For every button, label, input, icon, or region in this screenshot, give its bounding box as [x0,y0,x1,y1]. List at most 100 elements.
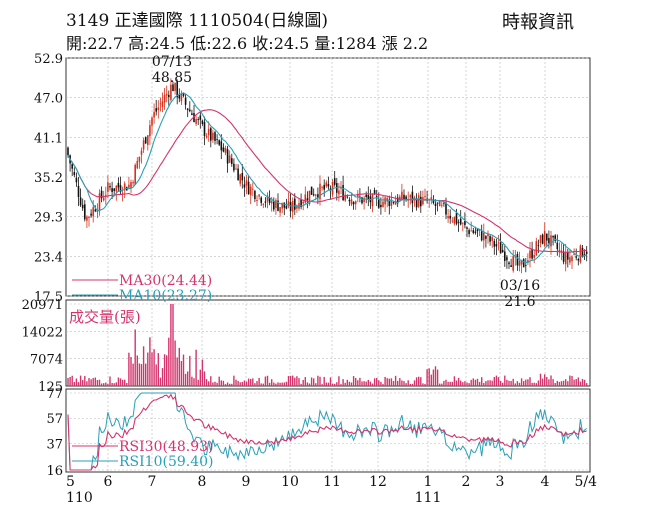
candle-body [422,197,424,205]
candle-body [571,256,573,262]
volume-bar [550,375,552,386]
candle-body [357,193,359,198]
candle-body [147,135,149,145]
volume-bar [577,377,579,386]
annotation-date: 03/16 [500,278,540,294]
candle-body [363,197,365,203]
candle-body [487,233,489,237]
volume-bar [271,379,273,386]
ma10-line [67,92,587,263]
volume-bar [541,378,544,386]
candle-body [113,188,115,191]
candle-body [220,141,223,151]
volume-bar [424,383,426,386]
volume-bar [287,376,290,386]
price-tick-label: 29.3 [34,211,63,226]
volume-bar [439,383,441,386]
candle-body [178,94,181,99]
candle-body [342,185,344,201]
volume-bar [495,375,498,386]
candle-body [283,202,286,208]
candle-body [308,190,311,205]
volume-bar [407,380,409,386]
volume-bar [562,380,565,386]
volume-bar [149,337,151,386]
volume-bar [273,382,275,386]
candle-body [142,140,145,150]
candle-body [247,181,250,195]
candle-body [241,173,244,181]
volume-bar [296,376,298,386]
candle-body [205,136,208,138]
volume-bar [418,376,420,386]
candle-body [214,132,216,141]
volume-bar [71,375,73,386]
volume-bar [586,383,588,386]
candle-body [350,199,353,205]
volume-bar [82,380,84,386]
candle-body [170,84,172,100]
volume-bar [525,379,527,386]
candle-body [493,241,496,247]
rsi30-line [67,393,587,471]
candle-body [327,184,330,187]
candle-body [508,262,510,265]
annotation-value: 48.85 [152,70,192,86]
volume-bar [394,375,397,386]
volume-bar [390,378,393,386]
candle-body [302,201,304,204]
volume-bar [340,384,342,386]
volume-bar [520,378,523,386]
candle-body [457,221,460,223]
volume-bar [222,380,225,386]
candle-body [222,147,225,152]
candle-body [266,195,269,202]
candle-body [210,128,212,141]
volume-bar [325,382,327,386]
volume-bar [142,346,145,386]
candle-body [340,187,342,189]
candle-body [329,188,332,191]
candle-body [67,147,69,156]
volume-bar [436,369,439,386]
volume-bar [516,381,519,386]
volume-bar [361,381,363,386]
candle-body [401,191,403,200]
volume-bar [138,363,141,386]
candle-body [268,197,271,203]
candle-body [310,186,313,195]
candle-body [132,182,134,184]
volume-bar [378,380,380,386]
volume-bar [371,383,374,386]
candle-body [411,191,414,204]
legend-ma30: MA30(24.44) [119,273,212,289]
volume-bar [350,382,353,386]
candle-body [361,197,363,204]
volume-bar [365,381,367,386]
candle-body [430,197,433,201]
volume-bar [105,382,107,386]
volume-bar [266,375,269,386]
volume-bar [313,378,315,386]
volume-bar [103,383,105,386]
candle-body [258,194,260,197]
candle-body [264,201,267,203]
candle-body [98,193,101,212]
candle-body [474,231,477,233]
volume-bar [401,380,403,386]
volume-bar [531,382,533,386]
candle-body [583,254,586,256]
volume-tick-label: 14022 [22,325,63,340]
candle-body [554,235,556,241]
candle-body [543,231,546,246]
candle-body [245,180,248,186]
candle-body [392,202,395,204]
volume-bar [583,379,586,386]
volume-bar [409,384,411,386]
candle-body [119,185,122,193]
volume-bar [281,382,283,386]
price-tick-label: 17.5 [34,290,63,305]
volume-bar [474,379,477,386]
candle-body [579,245,582,263]
volume-bar [77,382,80,386]
